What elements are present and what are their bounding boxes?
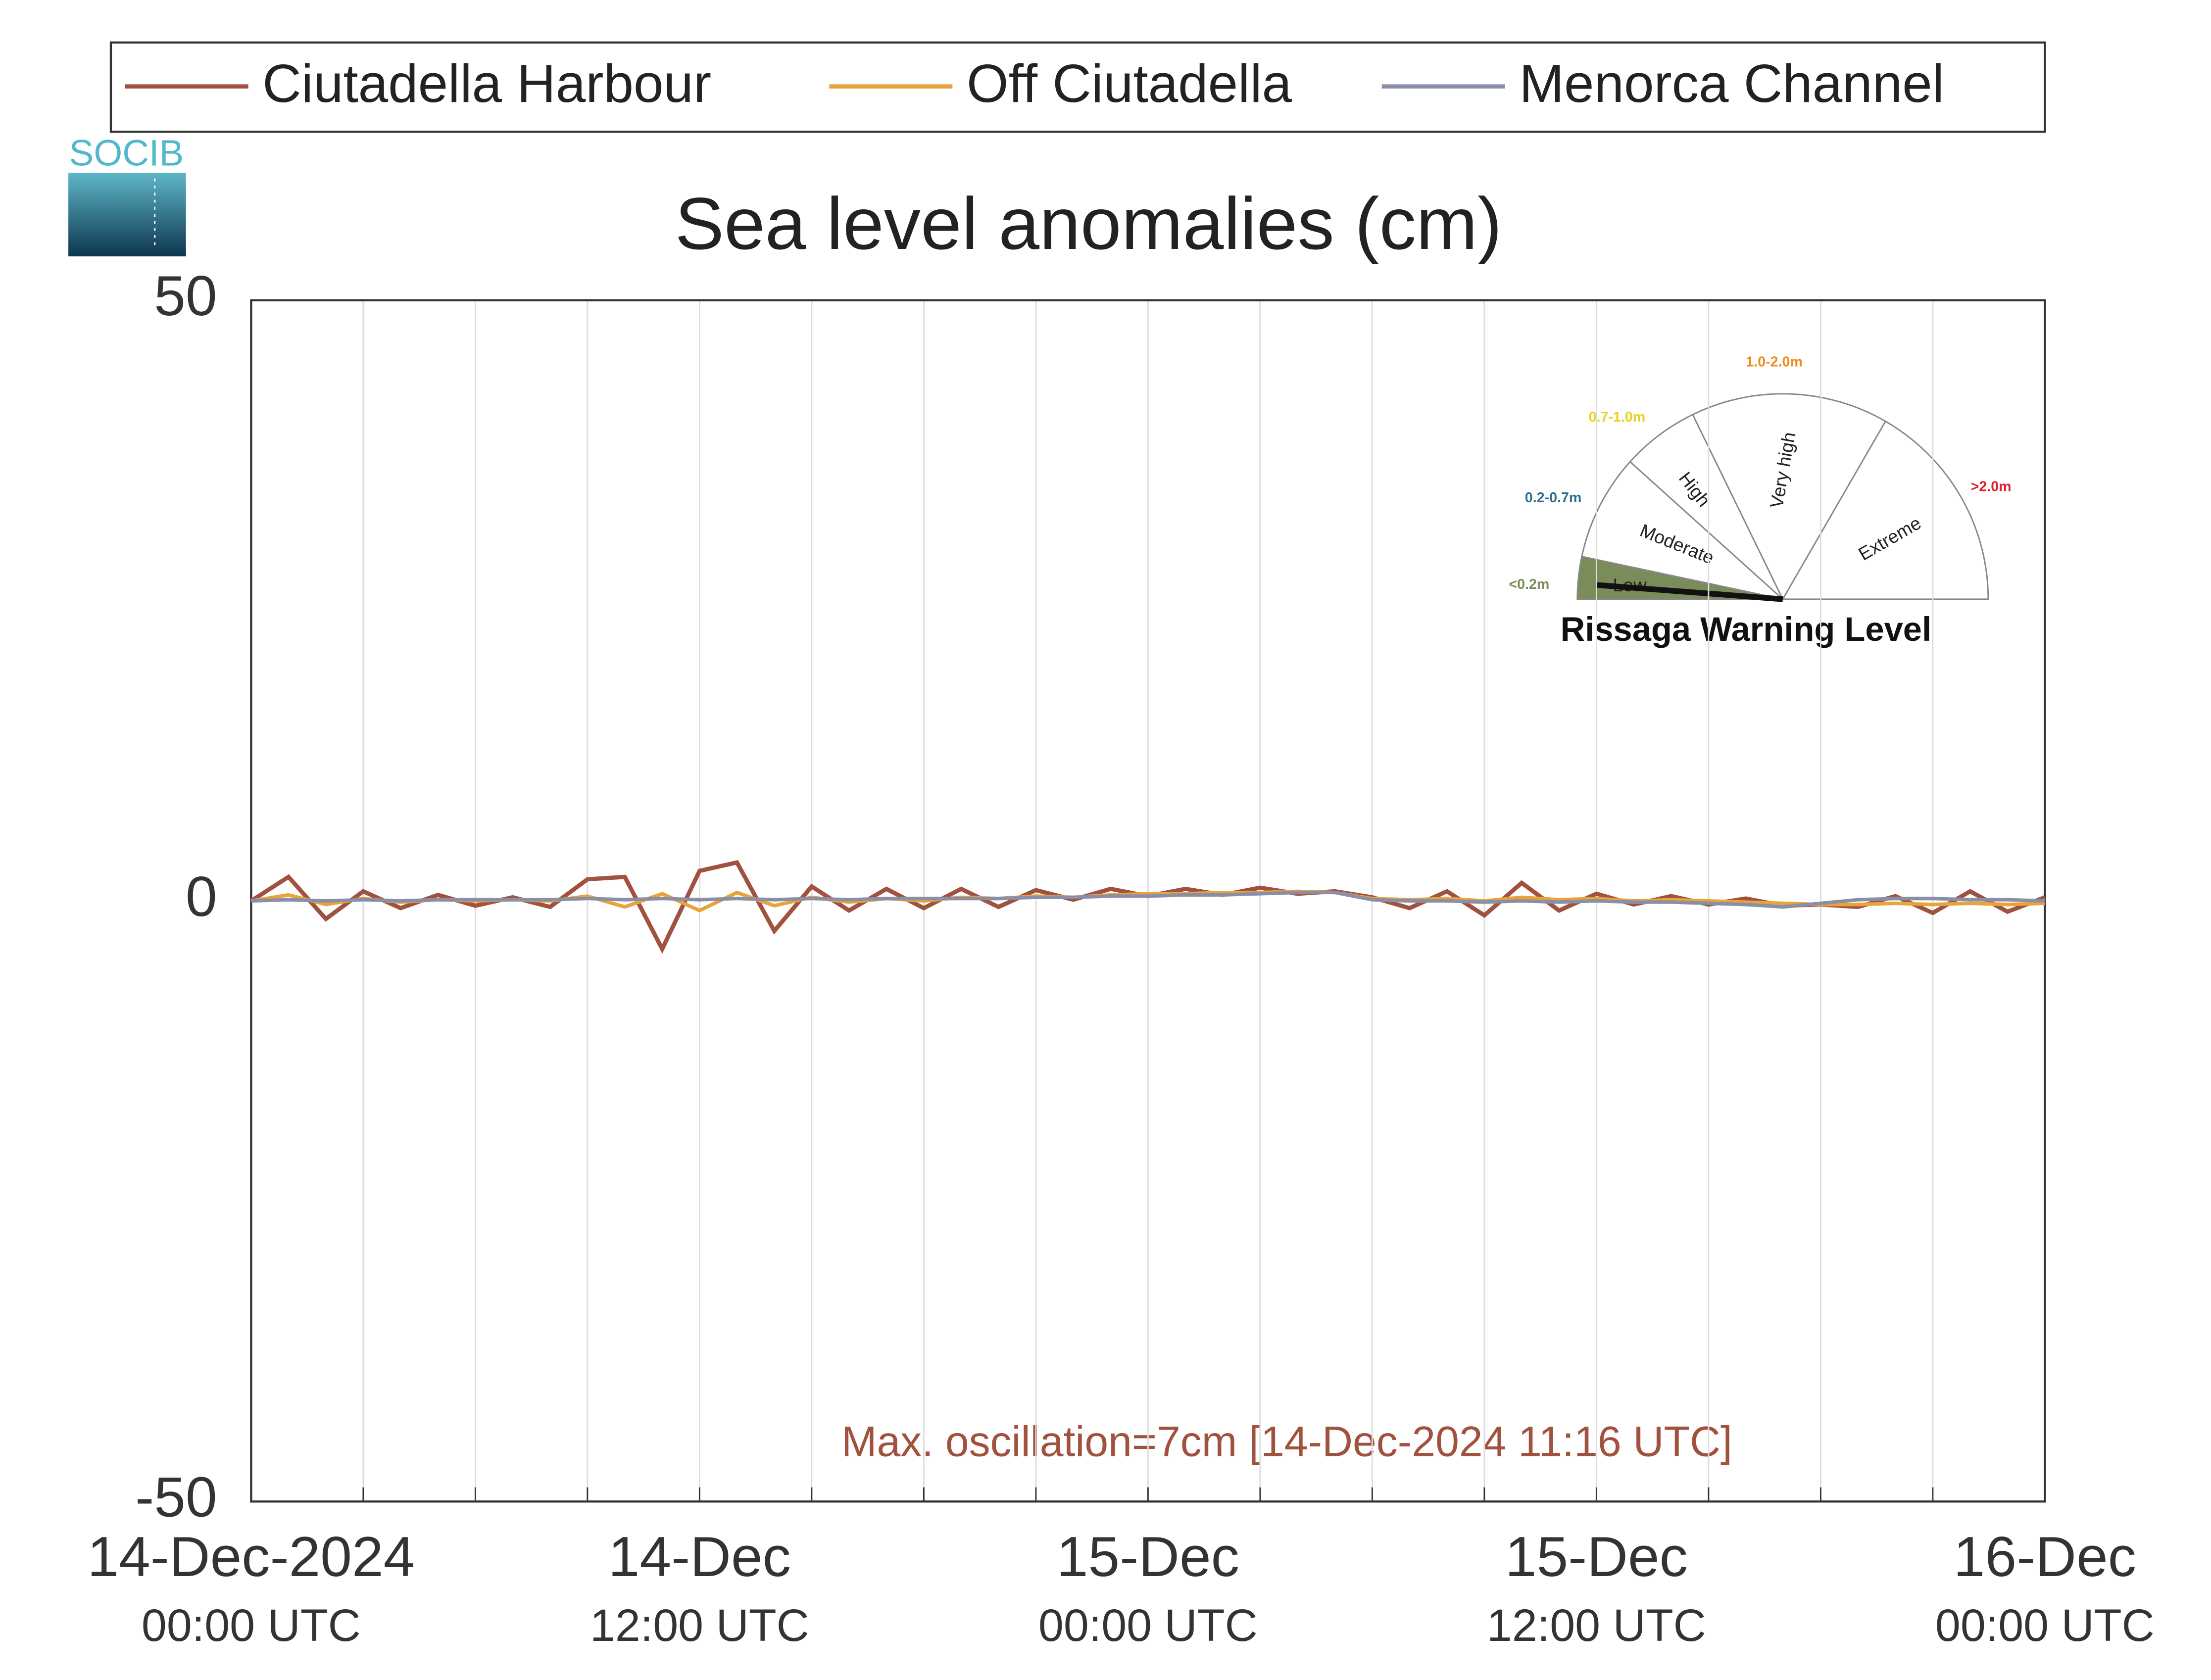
chart-title: Sea level anomalies (cm) [675, 182, 1502, 265]
x-tick-label: 14-Dec-2024 [87, 1525, 415, 1588]
x-tick-sublabel: 00:00 UTC [1038, 1600, 1258, 1651]
warning-gauge: Low<0.2mModerate0.2-0.7mHigh0.7-1.0mVery… [1495, 340, 2027, 659]
x-tick-sublabel: 00:00 UTC [1935, 1600, 2155, 1651]
x-tick-sublabel: 00:00 UTC [142, 1600, 361, 1651]
x-tick-sublabel: 12:00 UTC [1487, 1600, 1706, 1651]
logo-text: SOCIB [69, 133, 184, 174]
x-tick-label: 15-Dec [1057, 1525, 1239, 1588]
gauge-title: Rissaga Warning Level [1561, 610, 1931, 648]
gauge-level-range: >2.0m [1971, 479, 2012, 494]
legend-label: Ciutadella Harbour [262, 54, 711, 114]
legend-label: Off Ciutadella [967, 54, 1292, 114]
gauge-level-range: <0.2m [1509, 576, 1549, 592]
gauge-level-range: 0.7-1.0m [1589, 409, 1646, 425]
series-line [251, 891, 2045, 909]
gauge-needle [1597, 582, 1783, 602]
x-tick-label: 15-Dec [1505, 1525, 1688, 1588]
y-tick-label: 0 [186, 865, 217, 928]
gauge-sector [1781, 420, 1989, 600]
legend-label: Menorca Channel [1519, 54, 1944, 114]
legend-box [109, 41, 2046, 133]
gauge-level-range: 1.0-2.0m [1746, 354, 1803, 370]
gauge-sector [1629, 413, 1784, 600]
gauge-sector [1581, 461, 1785, 601]
x-tick-label: 14-Dec [608, 1525, 791, 1588]
x-tick-label: 16-Dec [1954, 1525, 2136, 1588]
gauge-sector [1691, 393, 1887, 601]
gauge-level-range: 0.2-0.7m [1525, 490, 1582, 506]
x-tick-sublabel: 12:00 UTC [590, 1600, 809, 1651]
y-tick-label: 50 [154, 264, 217, 328]
annotation: Max. oscillation=7cm [14-Dec-2024 11:16 … [841, 1418, 1732, 1466]
logo: SOCIB [68, 133, 186, 257]
y-tick-label: -50 [135, 1466, 217, 1529]
logo-block [68, 173, 186, 257]
